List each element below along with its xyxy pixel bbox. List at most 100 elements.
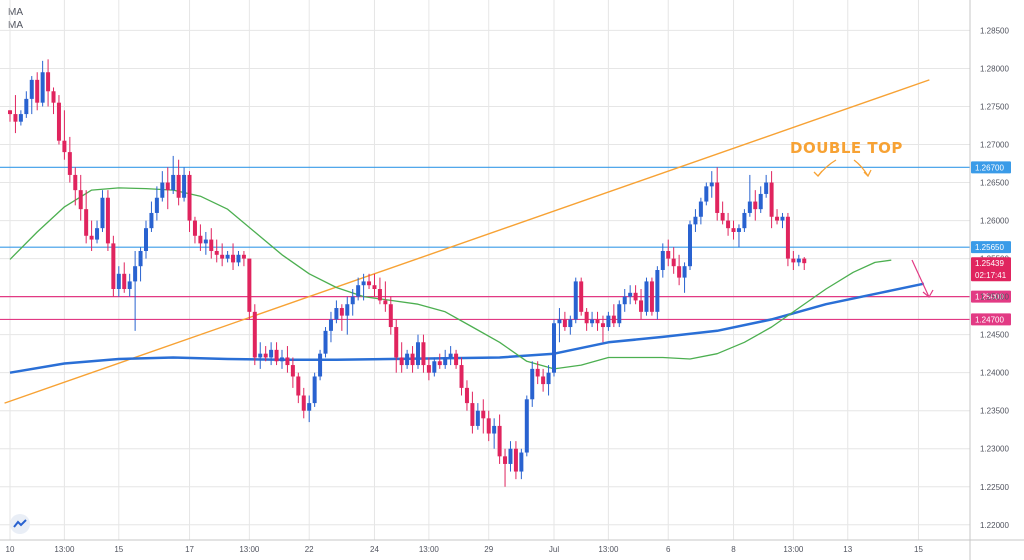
- x-tick-label[interactable]: 15: [114, 545, 123, 554]
- x-tick-label[interactable]: 6: [666, 545, 671, 554]
- candle: [470, 391, 475, 434]
- candle-body: [56, 102, 61, 141]
- y-tick-label[interactable]: 1.27000: [980, 141, 1009, 150]
- candle: [394, 319, 399, 373]
- candle: [18, 110, 23, 126]
- candle: [764, 174, 769, 198]
- trendline-layer[interactable]: [4, 79, 930, 404]
- y-tick-label[interactable]: 1.28500: [980, 26, 1009, 35]
- level-price-label: 1.25000: [975, 293, 1004, 302]
- candle-body: [67, 152, 72, 175]
- x-tick-label[interactable]: Jul: [549, 545, 559, 554]
- candle: [622, 289, 627, 312]
- time-axis[interactable]: 10 13:00 15 17 13:00 22 24 13:00 29 Jul 13:00 6 8 13:…: [6, 545, 924, 554]
- x-tick-label[interactable]: 13:00: [783, 545, 804, 554]
- candle-body: [747, 201, 752, 213]
- x-tick-label[interactable]: 13:00: [54, 545, 75, 554]
- candle-body: [252, 311, 257, 358]
- x-tick-label[interactable]: 13:00: [239, 545, 260, 554]
- candle-body: [95, 228, 100, 240]
- x-tick-label[interactable]: 17: [185, 545, 194, 554]
- candle-body: [133, 266, 138, 282]
- candle-body: [448, 353, 453, 358]
- candle: [236, 250, 241, 267]
- y-tick-label[interactable]: 1.28000: [980, 64, 1009, 73]
- candle: [535, 361, 540, 385]
- horizontal-levels[interactable]: 1.26700 1.25650 1.25000 1.24700: [0, 161, 1011, 326]
- candle-body: [628, 292, 633, 297]
- candle-body: [296, 376, 301, 396]
- candle: [802, 257, 807, 270]
- candle: [682, 262, 687, 293]
- y-tick-label[interactable]: 1.26000: [980, 217, 1009, 226]
- candle-body: [24, 98, 29, 115]
- candle-body: [731, 228, 736, 232]
- x-tick-label[interactable]: 13:00: [419, 545, 440, 554]
- trendline[interactable]: [4, 79, 930, 404]
- y-tick-label[interactable]: 1.26500: [980, 179, 1009, 188]
- y-tick-label[interactable]: 1.22500: [980, 483, 1009, 492]
- x-tick-label[interactable]: 24: [370, 545, 379, 554]
- candle-body: [405, 353, 410, 366]
- candle: [144, 220, 148, 259]
- y-tick-label[interactable]: 1.23000: [980, 445, 1009, 454]
- x-tick-label[interactable]: 29: [484, 545, 493, 554]
- candle-body: [187, 174, 192, 221]
- candle: [105, 190, 110, 251]
- candle-body: [334, 308, 339, 320]
- candle-body: [154, 197, 159, 213]
- candle-body: [111, 243, 116, 290]
- candle: [753, 190, 758, 221]
- candle: [100, 190, 105, 232]
- candle-body: [231, 254, 236, 263]
- candle-body: [682, 266, 687, 278]
- candle-body: [182, 174, 187, 198]
- x-tick-label[interactable]: 15: [914, 545, 923, 554]
- candle: [666, 239, 671, 267]
- candle: [492, 418, 497, 449]
- candle-body: [383, 300, 388, 305]
- candle: [350, 289, 355, 316]
- candle: [671, 247, 676, 274]
- y-tick-label[interactable]: 1.23500: [980, 407, 1009, 416]
- candle: [269, 342, 274, 366]
- y-tick-label[interactable]: 1.25000: [980, 293, 1009, 302]
- candle-body: [655, 270, 660, 312]
- y-tick-label[interactable]: 1.24000: [980, 369, 1009, 378]
- x-tick-label[interactable]: 13: [843, 545, 852, 554]
- level-price-badge: [971, 161, 1011, 174]
- candle-body: [715, 182, 720, 213]
- current-price-badge[interactable]: [971, 257, 1011, 282]
- candle: [285, 346, 290, 373]
- candle: [693, 209, 698, 232]
- candle-body: [144, 228, 148, 251]
- candle: [187, 171, 192, 232]
- candle-body: [535, 368, 540, 377]
- y-tick-label[interactable]: 1.24500: [980, 331, 1009, 340]
- candle-body: [236, 254, 241, 263]
- candle-body: [470, 403, 475, 426]
- x-tick-label[interactable]: 10: [6, 545, 15, 554]
- candle: [78, 174, 83, 221]
- candle-body: [345, 304, 350, 316]
- tradingview-logo-icon[interactable]: [10, 514, 30, 534]
- level-price-badge: [971, 290, 1011, 303]
- projection-arrow: [911, 259, 930, 298]
- x-tick-label[interactable]: 8: [731, 545, 736, 554]
- candle-body: [73, 174, 78, 191]
- candle: [736, 224, 741, 248]
- candle: [497, 414, 502, 464]
- y-tick-label[interactable]: 1.22000: [980, 521, 1009, 530]
- candle: [225, 250, 230, 263]
- x-tick-label[interactable]: 13:00: [598, 545, 619, 554]
- candle: [481, 399, 486, 434]
- candle-body: [203, 239, 208, 244]
- candle: [165, 167, 170, 210]
- candle-body: [459, 365, 464, 388]
- candle: [475, 403, 480, 430]
- x-tick-label[interactable]: 22: [305, 545, 314, 554]
- candle-body: [796, 258, 801, 263]
- y-tick-label[interactable]: 1.27500: [980, 102, 1009, 111]
